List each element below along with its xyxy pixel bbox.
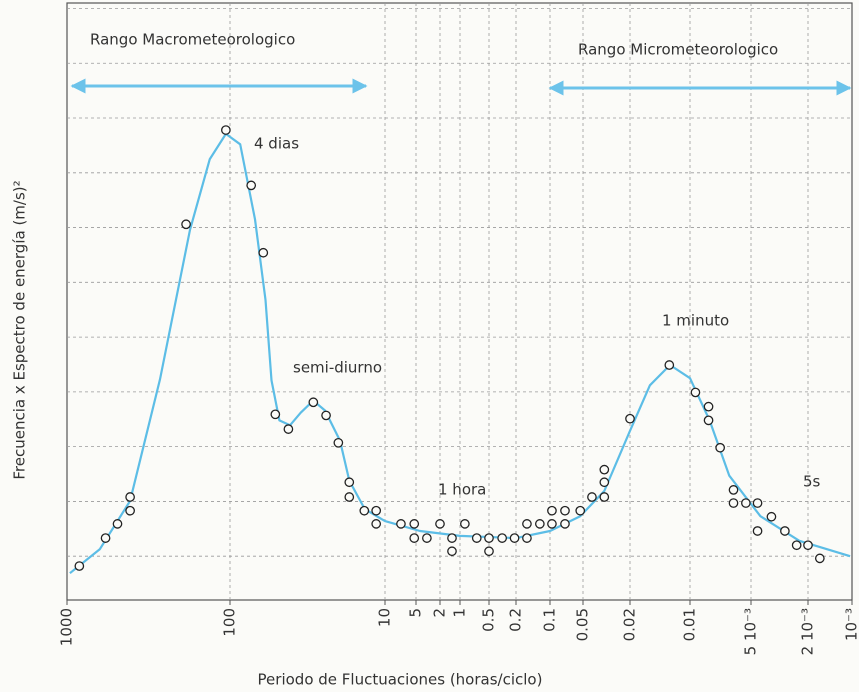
data-point — [547, 505, 557, 516]
annotation: Rango Macrometeorologico — [90, 31, 295, 49]
data-point — [547, 519, 557, 529]
data-point — [522, 519, 532, 529]
data-point — [321, 410, 331, 421]
x-tick-label: 0.02 — [621, 608, 639, 641]
x-tick-label: 0.1 — [541, 608, 559, 632]
x-tick-label: 0.5 — [480, 608, 498, 632]
data-point — [803, 540, 813, 551]
x-tick-label: 1 — [451, 608, 469, 618]
data-point — [396, 519, 406, 529]
annotation: 1 minuto — [662, 312, 729, 330]
data-point — [814, 553, 825, 564]
annotation: Rango Micrometeorologico — [578, 41, 778, 59]
data-point — [791, 540, 802, 551]
data-point — [270, 409, 281, 420]
data-point — [703, 415, 714, 426]
x-tick-label: 5 — [407, 608, 425, 618]
data-point — [359, 505, 370, 516]
data-point — [308, 397, 319, 408]
data-point — [447, 546, 457, 557]
data-point — [484, 533, 494, 543]
data-point — [460, 519, 470, 529]
data-point — [715, 442, 725, 453]
x-tick-label: 2 — [431, 608, 449, 618]
data-point — [422, 533, 432, 543]
data-point — [766, 511, 777, 522]
data-point — [509, 533, 520, 543]
y-axis-label: Frecuencia x Espectro de energía (m/s)² — [11, 180, 29, 479]
grid — [67, 3, 852, 600]
data-point — [703, 401, 714, 412]
x-tick-label: 10 — [376, 608, 394, 627]
data-point — [246, 180, 257, 191]
data-point — [125, 492, 135, 502]
data-point — [409, 519, 420, 529]
x-tick-label: 5 10⁻³ — [742, 608, 760, 655]
data-point — [664, 360, 675, 370]
x-tick-label: 10⁻³ — [843, 608, 859, 641]
data-point — [575, 505, 586, 516]
data-point — [409, 533, 420, 543]
data-point — [112, 519, 123, 529]
x-tick-label: 100 — [221, 608, 239, 637]
x-tick-label: 0.2 — [507, 608, 525, 632]
annotation: semi-diurno — [293, 359, 382, 377]
data-point — [125, 505, 135, 516]
data-point — [752, 498, 763, 508]
data-point — [599, 477, 610, 488]
data-point — [333, 437, 344, 448]
annotation: 4 dias — [254, 135, 299, 153]
data-point — [522, 533, 532, 543]
x-tick-label: 0.01 — [681, 608, 699, 641]
x-tick-label: 0.05 — [574, 608, 592, 641]
data-point — [587, 492, 597, 502]
data-point — [447, 533, 457, 543]
data-point — [752, 526, 763, 536]
data-point — [283, 424, 294, 434]
x-tick-label: 2 10⁻³ — [799, 608, 817, 655]
data-point — [344, 492, 355, 502]
x-axis-label: Periodo de Fluctuaciones (horas/ciclo) — [258, 671, 543, 689]
data-point — [625, 413, 635, 424]
annotation: 1 hora — [438, 481, 486, 499]
data-point — [690, 387, 701, 398]
data-point — [221, 125, 231, 135]
data-point — [560, 519, 570, 529]
data-point — [599, 492, 610, 502]
data-point — [258, 247, 269, 258]
data-point — [560, 505, 570, 516]
data-point — [497, 533, 508, 543]
data-point — [371, 505, 382, 516]
data-point — [741, 498, 751, 508]
data-point — [74, 561, 85, 571]
data-point — [100, 533, 111, 543]
x-tick-label: 1000 — [58, 608, 76, 646]
data-point — [471, 533, 482, 543]
data-point — [484, 546, 494, 557]
data-point — [534, 519, 545, 529]
data-point — [344, 477, 355, 488]
data-point — [728, 485, 739, 495]
data-point — [728, 498, 739, 508]
data-point — [435, 519, 445, 529]
data-point — [780, 526, 790, 536]
data-point — [599, 464, 610, 475]
data-point — [371, 519, 382, 529]
plot-frame — [66, 2, 853, 601]
annotation: 5s — [803, 473, 821, 491]
data-point — [181, 219, 191, 230]
